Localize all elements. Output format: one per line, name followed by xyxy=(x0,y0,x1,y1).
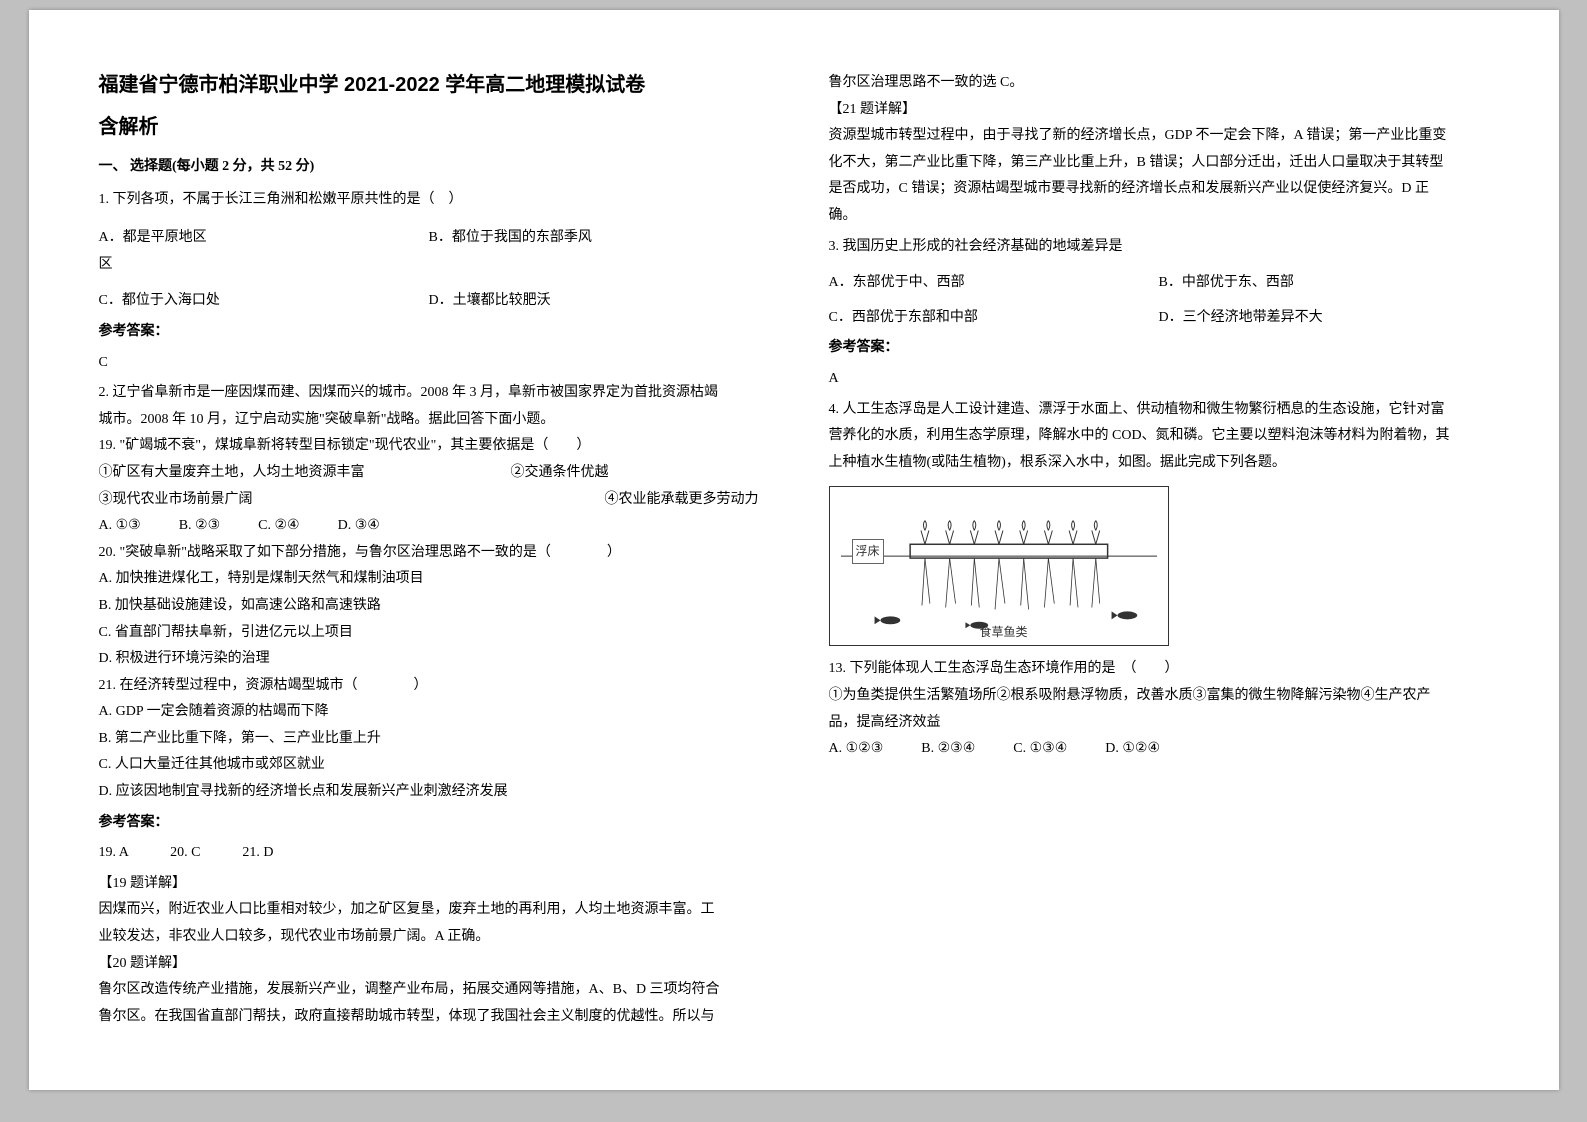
q21-d: D. 应该因地制宜寻找新的经济增长点和发展新兴产业刺激经济发展 xyxy=(99,779,759,806)
q1-answer-label: 参考答案： xyxy=(99,319,759,346)
q13-c: C. ①③④ xyxy=(1013,736,1067,763)
q3-c: C．西部优于东部和中部 xyxy=(829,305,1159,332)
q1-opt-d: D．土壤都比较肥沃 xyxy=(429,288,551,315)
q19-b: B. ②③ xyxy=(179,513,220,540)
floating-island-figure: 浮床 食草鱼类 xyxy=(829,486,1169,646)
q20-stem: 20. "突破阜新"战略采取了如下部分措施，与鲁尔区治理思路不一致的是（ ） xyxy=(99,540,759,567)
q2-answer-label: 参考答案： xyxy=(99,810,759,837)
exam-title-line1: 福建省宁德市柏洋职业中学 2021-2022 学年高二地理模拟试卷 xyxy=(99,70,759,100)
q4-intro-l3: 上种植水生植物(或陆生植物)，根系深入水中，如图。据此完成下列各题。 xyxy=(829,450,1489,477)
q19-detail-l1: 因煤而兴，附近农业人口比重相对较少，加之矿区复垦，废弃土地的再利用，人均土地资源… xyxy=(99,897,759,924)
q21-detail-l3: 是否成功，C 错误；资源枯竭型城市要寻找新的经济增长点和发展新兴产业以促使经济复… xyxy=(829,176,1489,203)
q13-a: A. ①②③ xyxy=(829,736,884,763)
q20-a: A. 加快推进煤化工，特别是煤制天然气和煤制油项目 xyxy=(99,566,759,593)
q19-o4: ④农业能承载更多劳动力 xyxy=(605,487,759,514)
q4-figure-block: 浮床 食草鱼类 xyxy=(829,486,1489,646)
q3-b: B．中部优于东、西部 xyxy=(1159,270,1294,297)
q19-a: A. ①③ xyxy=(99,513,141,540)
q20-detail-l1: 鲁尔区改造传统产业措施，发展新兴产业，调整产业布局，拓展交通网等措施，A、B、D… xyxy=(99,977,759,1004)
exam-page: 福建省宁德市柏洋职业中学 2021-2022 学年高二地理模拟试卷 含解析 一、… xyxy=(29,10,1559,1090)
q3-d: D．三个经济地带差异不大 xyxy=(1159,305,1323,332)
q19-opts-row2: ③现代农业市场前景广阔 ④农业能承载更多劳动力 xyxy=(99,487,759,514)
q3-stem: 3. 我国历史上形成的社会经济基础的地域差异是 xyxy=(829,234,1489,261)
q1-answer: C xyxy=(99,350,759,377)
q21-detail-h: 【21 题详解】 xyxy=(829,97,1489,124)
fig-label-bed: 浮床 xyxy=(852,539,884,564)
q3-answer-label: 参考答案： xyxy=(829,335,1489,362)
q20-b: B. 加快基础设施建设，如高速公路和高速铁路 xyxy=(99,593,759,620)
q3-row-cd: C．西部优于东部和中部 D．三个经济地带差异不大 xyxy=(829,305,1489,332)
spacer xyxy=(99,215,759,225)
q3-answer: A xyxy=(829,366,1489,393)
q13-opts-l1: ①为鱼类提供生活繁殖场所②根系吸附悬浮物质，改善水质③富集的微生物降解污染物④生… xyxy=(829,683,1489,710)
q1-row-cd: C．都位于入海口处 D．土壤都比较肥沃 xyxy=(99,288,759,315)
q19-detail-l2: 业较发达，非农业人口较多，现代农业市场前景广阔。A 正确。 xyxy=(99,924,759,951)
spacer xyxy=(829,262,1489,270)
q20-detail-l2: 鲁尔区。在我国省直部门帮扶，政府直接帮助城市转型，体现了我国社会主义制度的优越性… xyxy=(99,1004,759,1031)
q13-d: D. ①②④ xyxy=(1105,736,1160,763)
spacer xyxy=(99,278,759,288)
q3-a: A．东部优于中、西部 xyxy=(829,270,1159,297)
q1-opt-c: C．都位于入海口处 xyxy=(99,288,429,315)
q1-stem: 1. 下列各项，不属于长江三角洲和松嫩平原共性的是（ ） xyxy=(99,187,759,214)
q21-stem: 21. 在经济转型过程中，资源枯竭型城市（ ） xyxy=(99,673,759,700)
q19-opts-row1: ①矿区有大量废弃土地，人均土地资源丰富 ②交通条件优越 xyxy=(99,460,759,487)
q19-d: D. ③④ xyxy=(338,513,380,540)
q2-intro-l2: 城市。2008 年 10 月，辽宁启动实施"突破阜新"战略。据此回答下面小题。 xyxy=(99,407,759,434)
q19-choices: A. ①③ B. ②③ C. ②④ D. ③④ xyxy=(99,513,759,540)
q21-detail-l2: 化不大，第二产业比重下降，第三产业比重上升，B 错误；人口部分迁出，迁出人口量取… xyxy=(829,150,1489,177)
q1-opt-b: B．都位于我国的东部季风 xyxy=(429,225,592,252)
q4-intro-l1: 4. 人工生态浮岛是人工设计建造、漂浮于水面上、供动植物和微生物繁衍栖息的生态设… xyxy=(829,397,1489,424)
section-heading: 一、 选择题(每小题 2 分，共 52 分) xyxy=(99,154,759,181)
q19-o3: ③现代农业市场前景广阔 xyxy=(99,487,253,514)
q19-o2: ②交通条件优越 xyxy=(511,460,609,487)
q13-choices: A. ①②③ B. ②③④ C. ①③④ D. ①②④ xyxy=(829,736,1489,763)
spacer xyxy=(829,297,1489,305)
q3-row-ab: A．东部优于中、西部 B．中部优于东、西部 xyxy=(829,270,1489,297)
q21-b: B. 第二产业比重下降，第一、三产业比重上升 xyxy=(99,726,759,753)
q13-opts-l2: 品，提高经济效益 xyxy=(829,710,1489,737)
q2-answers: 19. A 20. C 21. D xyxy=(99,840,759,867)
q19-stem: 19. "矿竭城不衰"，煤城阜新将转型目标锁定"现代农业"，其主要依据是（ ） xyxy=(99,433,759,460)
q21-a: A. GDP 一定会随着资源的枯竭而下降 xyxy=(99,699,759,726)
q21-detail-l1: 资源型城市转型过程中，由于寻找了新的经济增长点，GDP 不一定会下降，A 错误；… xyxy=(829,123,1489,150)
q1-row-ab: A．都是平原地区 B．都位于我国的东部季风 xyxy=(99,225,759,252)
q19-o1: ①矿区有大量废弃土地，人均土地资源丰富 xyxy=(99,460,365,487)
q2-intro-l1: 2. 辽宁省阜新市是一座因煤而建、因煤而兴的城市。2008 年 3 月，阜新市被… xyxy=(99,380,759,407)
q20-detail-h: 【20 题详解】 xyxy=(99,951,759,978)
fig-label-fish: 食草鱼类 xyxy=(980,621,1028,644)
exam-title-line2: 含解析 xyxy=(99,112,759,142)
q1-opt-b-cont: 区 xyxy=(99,252,759,279)
q21-detail-l4: 确。 xyxy=(829,203,1489,230)
q20-d: D. 积极进行环境污染的治理 xyxy=(99,646,759,673)
q13-stem: 13. 下列能体现人工生态浮岛生态环境作用的是 （ ） xyxy=(829,656,1489,683)
q13-b: B. ②③④ xyxy=(921,736,975,763)
q19-detail-h: 【19 题详解】 xyxy=(99,871,759,898)
q1-opt-a: A．都是平原地区 xyxy=(99,225,429,252)
q20-c: C. 省直部门帮扶阜新，引进亿元以上项目 xyxy=(99,620,759,647)
q21-c: C. 人口大量迁往其他城市或郊区就业 xyxy=(99,752,759,779)
q4-intro-l2: 营养化的水质，利用生态学原理，降解水中的 COD、氮和磷。它主要以塑料泡沫等材料… xyxy=(829,423,1489,450)
q19-c: C. ②④ xyxy=(258,513,299,540)
q20-detail-l3: 鲁尔区治理思路不一致的选 C。 xyxy=(829,70,1489,97)
